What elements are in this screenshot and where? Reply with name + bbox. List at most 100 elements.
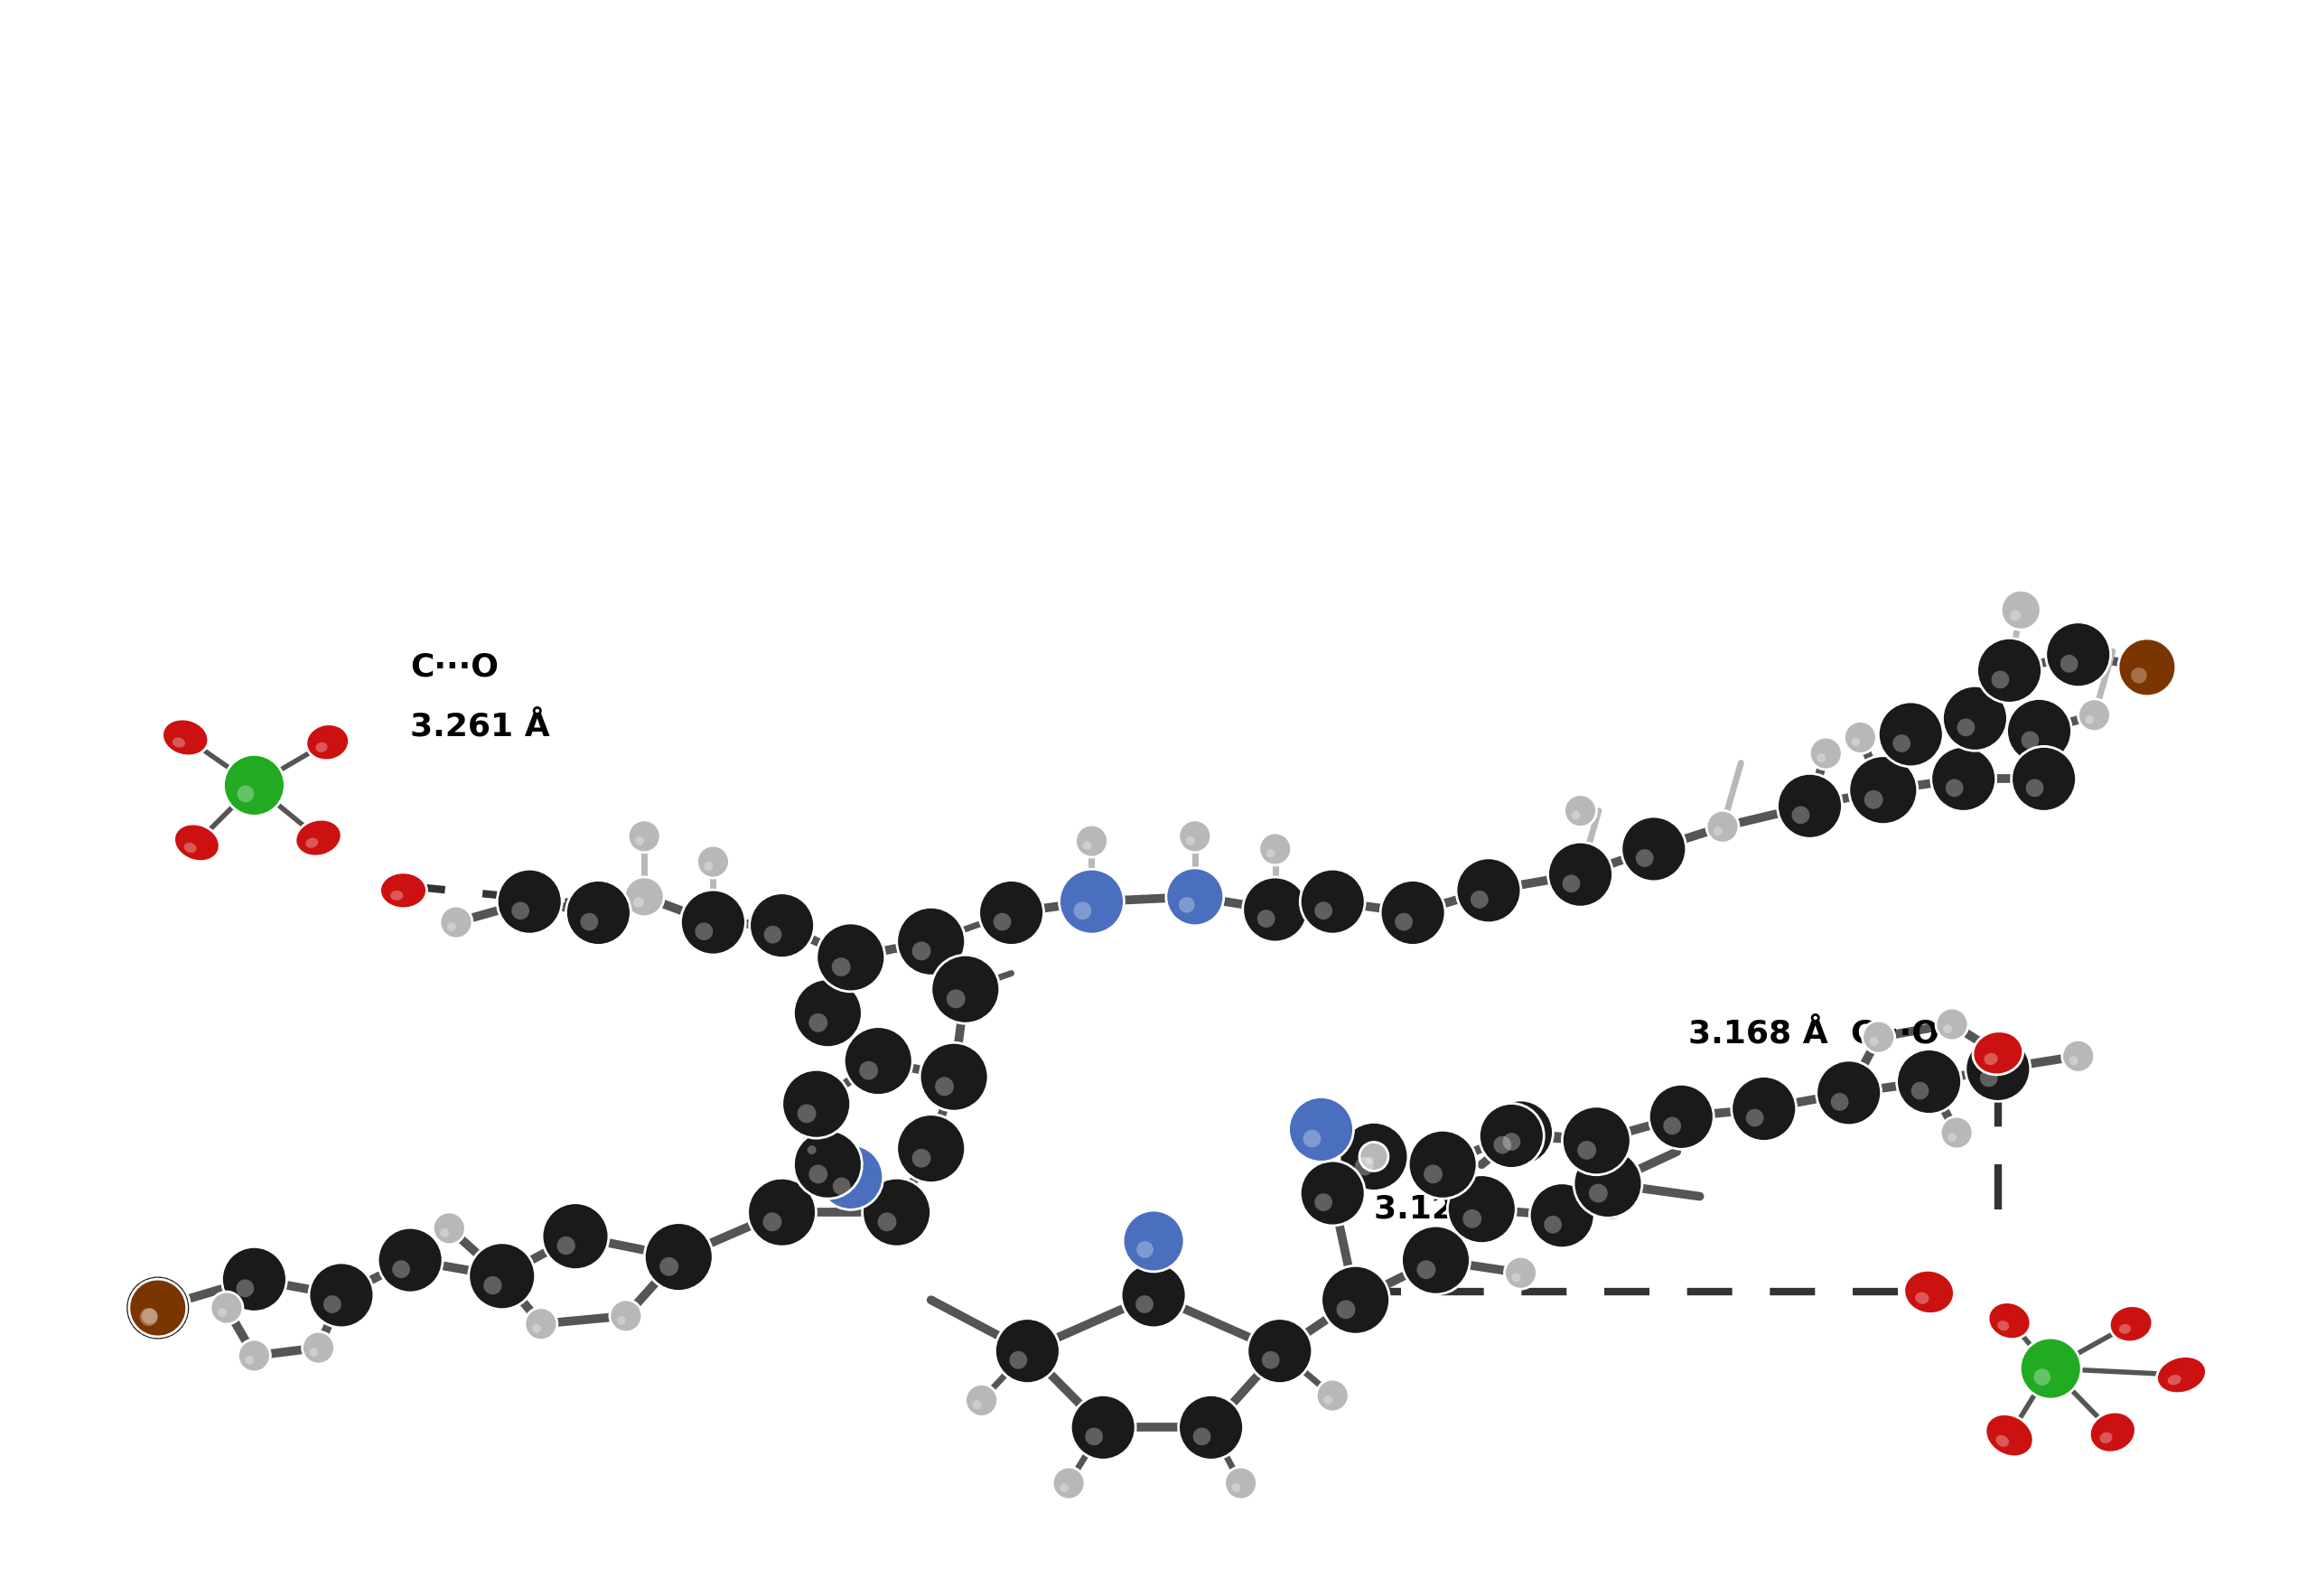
Ellipse shape — [1871, 1023, 1894, 1045]
Ellipse shape — [696, 895, 740, 940]
Ellipse shape — [531, 1325, 540, 1333]
Ellipse shape — [832, 1149, 878, 1195]
Ellipse shape — [703, 862, 712, 871]
Ellipse shape — [2077, 699, 2110, 731]
Ellipse shape — [218, 1309, 228, 1317]
Ellipse shape — [1303, 1101, 1349, 1148]
Ellipse shape — [634, 897, 643, 908]
Ellipse shape — [1946, 752, 1990, 796]
Ellipse shape — [1059, 1470, 1082, 1492]
Ellipse shape — [1321, 1266, 1390, 1334]
Ellipse shape — [1852, 723, 1875, 747]
Ellipse shape — [1232, 1470, 1255, 1492]
Ellipse shape — [1563, 847, 1609, 892]
Ellipse shape — [1471, 891, 1489, 908]
Ellipse shape — [2061, 654, 2077, 672]
Ellipse shape — [1075, 825, 1108, 857]
Ellipse shape — [1448, 1175, 1517, 1243]
Ellipse shape — [2027, 752, 2070, 796]
Ellipse shape — [1314, 875, 1360, 919]
Ellipse shape — [1664, 1117, 1682, 1135]
Ellipse shape — [1165, 868, 1225, 926]
Ellipse shape — [1073, 902, 1092, 919]
Ellipse shape — [912, 913, 961, 961]
Ellipse shape — [1636, 849, 1655, 867]
Ellipse shape — [809, 1013, 827, 1033]
Text: 3.168 Å  C···O: 3.168 Å C···O — [1689, 1018, 1940, 1049]
Ellipse shape — [1418, 1261, 1436, 1278]
Ellipse shape — [763, 899, 809, 943]
Text: 3.261 Å: 3.261 Å — [411, 710, 549, 742]
Ellipse shape — [1340, 1122, 1409, 1191]
Ellipse shape — [634, 836, 643, 846]
Ellipse shape — [1356, 1157, 1374, 1176]
Ellipse shape — [377, 1227, 444, 1293]
Ellipse shape — [469, 1243, 535, 1309]
Ellipse shape — [1992, 643, 2036, 688]
Ellipse shape — [448, 922, 455, 932]
Ellipse shape — [1843, 721, 1877, 753]
Ellipse shape — [1894, 707, 1937, 752]
Ellipse shape — [393, 1232, 439, 1278]
Ellipse shape — [1972, 1031, 2022, 1074]
Ellipse shape — [1085, 1427, 1103, 1446]
Ellipse shape — [1746, 1109, 1765, 1127]
Ellipse shape — [1314, 1194, 1333, 1211]
Ellipse shape — [809, 985, 857, 1033]
Ellipse shape — [140, 1280, 186, 1326]
Ellipse shape — [859, 1061, 878, 1080]
Ellipse shape — [947, 961, 995, 1009]
Ellipse shape — [1505, 1256, 1537, 1290]
Ellipse shape — [747, 1178, 816, 1246]
Ellipse shape — [296, 819, 342, 857]
Ellipse shape — [878, 1183, 926, 1231]
Ellipse shape — [1850, 757, 1917, 824]
Ellipse shape — [1588, 1184, 1609, 1203]
Ellipse shape — [2061, 1041, 2093, 1073]
Ellipse shape — [1471, 863, 1517, 908]
Ellipse shape — [542, 1203, 609, 1269]
Ellipse shape — [2022, 731, 2038, 749]
Ellipse shape — [441, 1215, 462, 1237]
Ellipse shape — [246, 1342, 269, 1365]
Ellipse shape — [1425, 1165, 1443, 1184]
Ellipse shape — [2020, 1337, 2082, 1400]
Ellipse shape — [878, 1213, 896, 1232]
Ellipse shape — [1530, 1183, 1595, 1248]
Ellipse shape — [749, 894, 813, 958]
Ellipse shape — [1503, 1104, 1549, 1151]
Ellipse shape — [142, 1283, 182, 1323]
Ellipse shape — [1512, 1259, 1535, 1282]
Ellipse shape — [324, 1267, 370, 1314]
Ellipse shape — [1576, 1141, 1597, 1160]
Ellipse shape — [223, 755, 285, 816]
Ellipse shape — [306, 725, 349, 760]
Ellipse shape — [211, 1291, 244, 1325]
Ellipse shape — [1071, 1395, 1135, 1460]
Ellipse shape — [1179, 897, 1195, 913]
Ellipse shape — [1958, 691, 2002, 736]
Ellipse shape — [172, 721, 205, 747]
Ellipse shape — [1503, 1133, 1521, 1151]
Ellipse shape — [1248, 1318, 1312, 1384]
Ellipse shape — [993, 913, 1011, 930]
Ellipse shape — [1360, 1143, 1388, 1171]
Ellipse shape — [1314, 902, 1333, 919]
Ellipse shape — [310, 1334, 333, 1357]
Ellipse shape — [763, 1213, 781, 1232]
Ellipse shape — [1257, 910, 1275, 927]
Ellipse shape — [1186, 836, 1195, 846]
Ellipse shape — [995, 1318, 1059, 1384]
Ellipse shape — [809, 1165, 827, 1184]
Ellipse shape — [2156, 1357, 2206, 1393]
Ellipse shape — [2167, 1360, 2204, 1385]
Ellipse shape — [565, 881, 632, 945]
Ellipse shape — [616, 1317, 625, 1325]
Ellipse shape — [1636, 822, 1682, 867]
Ellipse shape — [393, 1261, 409, 1278]
Ellipse shape — [2089, 1412, 2135, 1452]
Ellipse shape — [1995, 1435, 2008, 1448]
Ellipse shape — [237, 1251, 283, 1298]
Ellipse shape — [1792, 779, 1838, 824]
Ellipse shape — [556, 1237, 574, 1254]
